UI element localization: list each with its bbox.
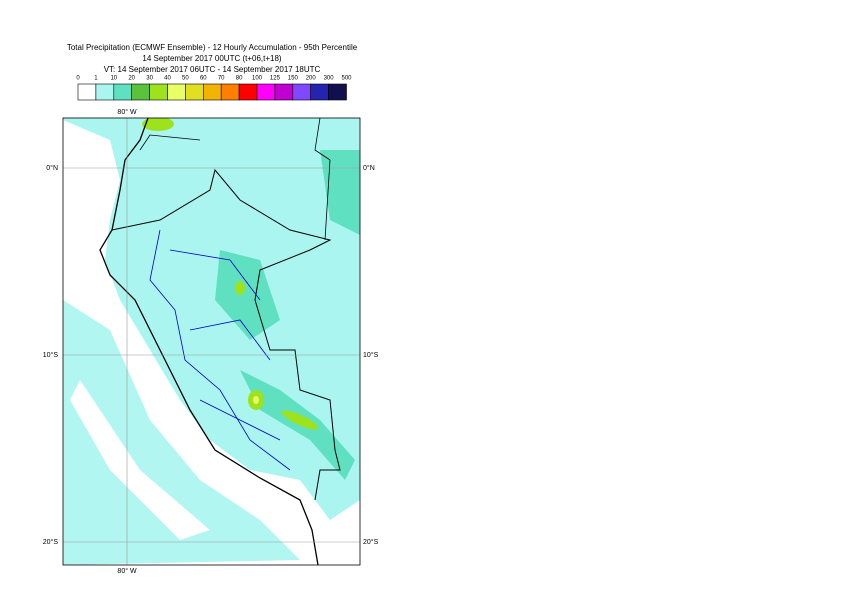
legend-swatch: [185, 83, 204, 101]
legend-swatch: [167, 83, 186, 101]
coastline: [99, 118, 319, 565]
map-area: [63, 118, 360, 565]
legend-swatch: [113, 83, 133, 101]
legend-level: 20: [128, 76, 135, 82]
precip-moderate: [240, 370, 355, 480]
lon-label: 80° W: [117, 108, 137, 116]
legend-swatch: [256, 83, 276, 101]
lat-label: 20°S: [43, 538, 59, 546]
legend-level: 10: [110, 76, 117, 82]
legend-level: 100: [252, 76, 263, 82]
legend-swatch: [149, 83, 168, 101]
lat-label: 10°S: [43, 351, 59, 359]
legend-level: 70: [218, 76, 225, 82]
title-line1: Total Precipitation (ECMWF Ensemble) - 1…: [67, 43, 358, 52]
lat-label: 10°S: [363, 351, 379, 359]
legend-level: 60: [200, 76, 207, 82]
legend-level: 80: [236, 76, 243, 82]
legend-level: 500: [341, 76, 352, 82]
border: [111, 168, 341, 501]
legend-swatch: [310, 83, 329, 101]
title-line3: VT: 14 September 2017 06UTC - 14 Septemb…: [104, 65, 321, 74]
lon-label: 80° W: [117, 567, 137, 575]
legend-swatch: [238, 83, 258, 101]
legend-level: 300: [324, 76, 335, 82]
legend-swatch: [203, 83, 222, 101]
precip-high: [142, 118, 174, 131]
legend: 0 1 10 20 30 40 50 60 70 80 100 125 150 200 300 500: [76, 76, 352, 101]
legend-level: 200: [306, 76, 317, 82]
lat-label: 0°N: [363, 164, 375, 172]
legend-level: 150: [288, 76, 299, 82]
dry-streak: [70, 380, 210, 540]
regions: [149, 229, 291, 471]
legend-swatch: [95, 83, 115, 101]
legend-swatch: [328, 83, 347, 101]
precip-moderate: [320, 150, 360, 235]
legend-level: 0: [76, 76, 80, 82]
map-frame: [62, 117, 361, 566]
legend-level: 30: [146, 76, 153, 82]
title-line2: 14 September 2017 00UTC (t+06,t+18): [142, 54, 282, 63]
border: [139, 118, 331, 241]
legend-level: 40: [164, 76, 171, 82]
legend-level: 1: [94, 76, 98, 82]
precip-ocean: [63, 300, 300, 565]
precip-high: [281, 410, 319, 430]
lat-label: 0°N: [46, 164, 58, 172]
legend-level: 50: [182, 76, 189, 82]
legend-swatch: [131, 83, 150, 101]
legend-level: 125: [270, 76, 281, 82]
legend-swatch: [220, 83, 240, 101]
legend-swatch: [77, 83, 97, 101]
legend-swatch: [274, 83, 294, 101]
legend-swatch: [292, 83, 311, 101]
lat-label: 20°S: [363, 538, 379, 546]
precip-moderate: [215, 250, 280, 340]
precip-high: [235, 281, 245, 295]
precip-peak: [253, 396, 259, 404]
